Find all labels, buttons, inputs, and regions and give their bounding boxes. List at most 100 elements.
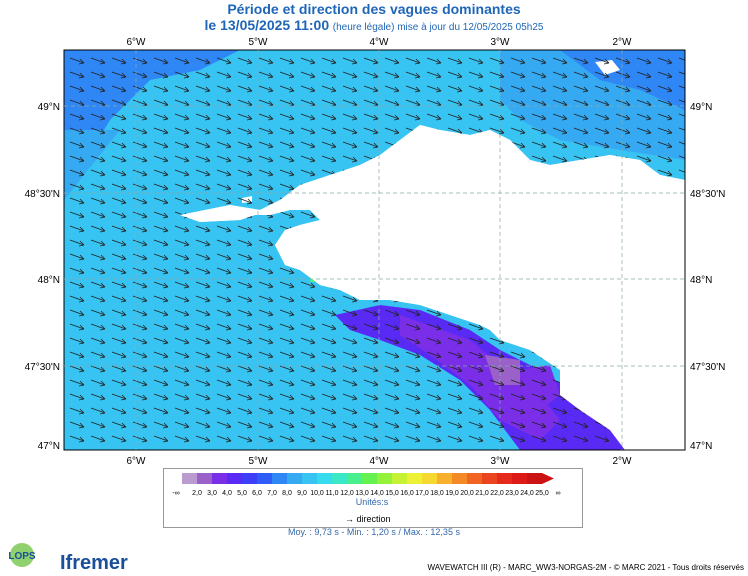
direction-arrow — [678, 71, 685, 75]
direction-arrow — [90, 281, 106, 289]
direction-arrow — [195, 113, 211, 121]
direction-arrow — [279, 71, 295, 79]
colorbar-swatch — [257, 473, 272, 484]
direction-arrow — [510, 351, 526, 359]
direction-arrow — [69, 421, 85, 429]
direction-arrow — [69, 155, 85, 163]
direction-arrow — [90, 323, 106, 331]
direction-arrow — [111, 57, 127, 65]
direction-arrow — [237, 85, 253, 93]
direction-arrow — [90, 267, 106, 275]
direction-arrow — [258, 337, 274, 345]
direction-arrow — [678, 127, 685, 131]
direction-arrow — [237, 183, 253, 191]
direction-arrow — [237, 351, 253, 359]
direction-arrow — [237, 57, 253, 65]
direction-arrow — [573, 435, 589, 443]
direction-arrow — [321, 141, 337, 149]
direction-arrow — [90, 337, 106, 345]
direction-arrow — [195, 407, 211, 415]
direction-arrow — [363, 421, 379, 429]
direction-arrow — [216, 407, 232, 415]
direction-arrow — [153, 225, 169, 233]
direction-arrow — [384, 309, 400, 317]
statistics: Moy. : 9,73 s - Min. : 1,20 s / Max. : 1… — [288, 527, 460, 537]
colorbar-swatch — [467, 473, 482, 484]
colorbar-swatch — [362, 473, 377, 484]
direction-arrow — [111, 141, 127, 149]
direction-arrow — [468, 323, 484, 331]
map-frame — [63, 49, 686, 451]
direction-arrow — [678, 57, 685, 61]
direction-arrow — [195, 281, 211, 289]
direction-arrow — [132, 421, 148, 429]
direction-arrow — [405, 393, 421, 401]
direction-arrow — [153, 211, 169, 219]
direction-arrow — [111, 379, 127, 387]
direction-arrow — [111, 309, 127, 317]
colorbar-swatch — [182, 473, 197, 484]
direction-arrow — [69, 71, 85, 79]
colorbar-label: 17,0 — [415, 490, 429, 497]
colorbar-swatch — [227, 473, 242, 484]
direction-arrow — [531, 127, 547, 135]
direction-arrow — [153, 71, 169, 79]
direction-arrow — [237, 281, 253, 289]
direction-arrow — [279, 351, 295, 359]
direction-arrow — [90, 113, 106, 121]
direction-arrow — [678, 169, 685, 173]
direction-arrow — [300, 309, 316, 317]
direction-arrow — [531, 365, 547, 373]
direction-arrow — [279, 57, 295, 65]
direction-arrow — [174, 309, 190, 317]
direction-arrow — [279, 337, 295, 345]
colorbar-label: 22,0 — [490, 490, 504, 497]
direction-arrow — [216, 141, 232, 149]
direction-arrow — [510, 127, 526, 135]
direction-arrow — [321, 71, 337, 79]
lat-right-label: 48°N — [690, 275, 712, 286]
direction-arrow — [384, 337, 400, 345]
direction-arrow — [279, 183, 295, 191]
direction-arrow — [468, 435, 484, 443]
colorbar-swatch — [437, 473, 452, 484]
colorbar-label: ∞ — [556, 490, 561, 497]
direction-arrow — [111, 281, 127, 289]
direction-arrow — [174, 197, 190, 205]
direction-arrow — [69, 365, 85, 373]
direction-arrow — [258, 155, 274, 163]
lon-top-label: 2°W — [613, 37, 633, 48]
direction-arrow — [489, 113, 505, 121]
direction-arrow — [510, 393, 526, 401]
direction-arrow — [69, 85, 85, 93]
direction-arrow — [300, 281, 316, 289]
direction-arrow — [384, 127, 400, 135]
direction-arrow — [594, 113, 610, 121]
direction-arrow — [174, 323, 190, 331]
direction-arrow — [216, 281, 232, 289]
lat-left-label: 48°30'N — [25, 189, 60, 200]
direction-arrow — [132, 183, 148, 191]
direction-arrow — [153, 169, 169, 177]
direction-arrow — [90, 85, 106, 93]
direction-arrow — [216, 225, 232, 233]
direction-arrow — [426, 435, 442, 443]
direction-arrow — [69, 183, 85, 191]
direction-arrow — [90, 183, 106, 191]
lat-right-label: 49°N — [690, 102, 712, 113]
direction-arrow — [489, 57, 505, 65]
colorbar-swatch — [302, 473, 317, 484]
direction-arrow — [195, 309, 211, 317]
direction-arrow — [447, 379, 463, 387]
direction-arrow — [594, 127, 610, 135]
direction-arrow — [69, 309, 85, 317]
direction-arrow — [279, 309, 295, 317]
direction-arrow — [174, 57, 190, 65]
colorbar-label: 8,0 — [282, 490, 292, 497]
direction-arrow — [195, 365, 211, 373]
direction-arrow — [321, 127, 337, 135]
direction-arrow — [111, 183, 127, 191]
direction-arrow — [363, 71, 379, 79]
direction-arrow — [342, 351, 358, 359]
direction-arrow — [279, 435, 295, 443]
